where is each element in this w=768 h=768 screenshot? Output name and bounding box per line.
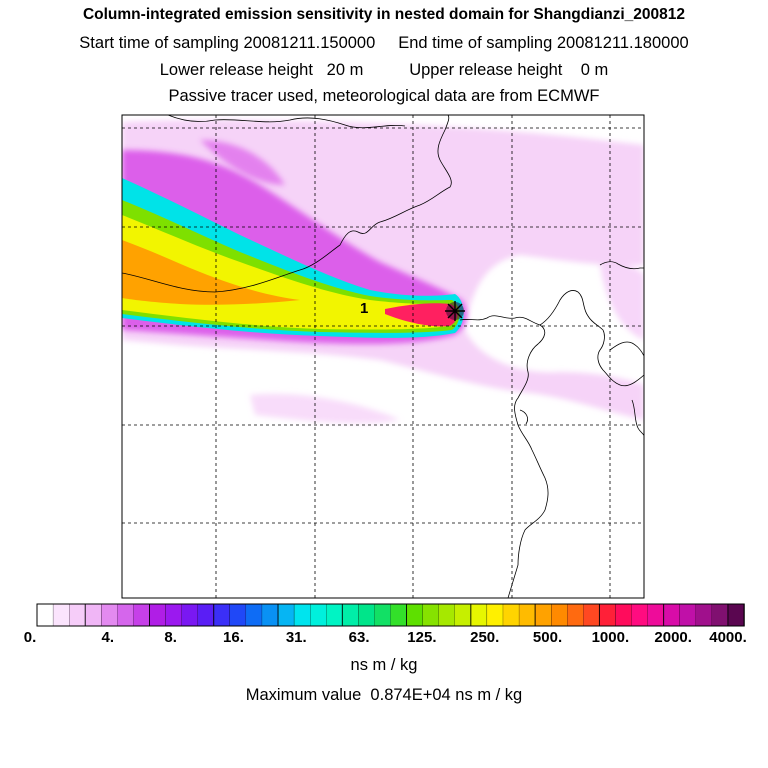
- colorbar-cell: [679, 603, 697, 627]
- colorbar-cell: [341, 603, 360, 627]
- colorbar-cell: [551, 603, 568, 627]
- colorbar-cell: [261, 603, 279, 627]
- coastline: [122, 115, 644, 598]
- colorbar-cell: [727, 603, 745, 627]
- colorbar-tick-label: 63.: [348, 629, 370, 646]
- colorbar-cell: [293, 603, 311, 627]
- station-marker-label: 1: [360, 300, 368, 317]
- colorbar-cell: [454, 603, 472, 627]
- colorbar-tick-label: 250.: [470, 629, 500, 646]
- colorbar-cell: [711, 603, 729, 627]
- colorbar-cell: [84, 603, 103, 627]
- colorbar-cell: [374, 603, 391, 627]
- colorbar-cell: [149, 603, 167, 627]
- colorbar-tick-label: 16.: [223, 629, 244, 646]
- colorbar-tick-label: 125.: [407, 629, 437, 646]
- colorbar-cell: [117, 603, 134, 627]
- colorbar-tick-label: 4000.: [709, 629, 747, 646]
- colorbar-cell: [52, 603, 70, 627]
- colorbar-cell: [133, 603, 150, 627]
- colorbar-cell: [422, 603, 440, 627]
- colorbar-cell: [567, 603, 584, 627]
- colorbar-cell: [326, 603, 343, 627]
- colorbar-cell: [470, 603, 488, 627]
- colorbar-cell: [534, 603, 552, 627]
- colorbar-cell: [310, 603, 327, 627]
- colorbar-cell: [631, 603, 649, 627]
- colorbar-tick-label: 4.: [101, 629, 115, 646]
- colorbar-tick-label: 2000.: [654, 629, 692, 646]
- colorbar-tick-label: 1000.: [591, 629, 630, 646]
- colorbar-cell: [197, 603, 215, 627]
- colorbar-cell: [502, 603, 520, 627]
- colorbar-cell: [36, 603, 54, 627]
- colorbar-tick-label: 31.: [285, 629, 307, 646]
- colorbar-cell: [358, 603, 375, 627]
- lat-lon-grid: [122, 115, 644, 598]
- colorbar-cell: [101, 603, 118, 627]
- maximum-value-line: Maximum value 0.874E+04 ns m / kg: [245, 686, 523, 704]
- colorbar-cell: [486, 603, 504, 627]
- tracer-info-line: Passive tracer used, meteorological data…: [168, 87, 600, 105]
- station-marker-icon: [445, 301, 465, 321]
- colorbar-cell: [213, 603, 231, 627]
- plume-magenta-patch: [200, 140, 285, 185]
- colorbar-cell: [390, 603, 407, 627]
- map-frame: [121, 114, 645, 599]
- colorbar-tick-label: 0.: [23, 629, 37, 646]
- sampling-time-line: Start time of sampling 20081211.150000 E…: [79, 34, 689, 52]
- colorbar-cell: [165, 603, 183, 627]
- colorbar-cell: [406, 603, 424, 627]
- colorbar-cell: [695, 603, 713, 627]
- plume-red-core: [385, 303, 458, 327]
- colorbar-cell: [598, 603, 617, 627]
- colorbar-cell: [615, 603, 632, 627]
- colorbar-cell: [229, 603, 247, 627]
- colorbar-cell: [518, 603, 536, 627]
- plot-title: Column-integrated emission sensitivity i…: [82, 6, 686, 23]
- colorbar-frame: [36, 603, 745, 627]
- colorbar-cell: [69, 603, 86, 627]
- colorbar-cell: [181, 603, 199, 627]
- colorbar-units: ns m / kg: [350, 656, 418, 674]
- colorbar-tick-label: 500.: [532, 629, 563, 646]
- colorbar-cell: [277, 603, 295, 627]
- colorbar-cell: [647, 603, 665, 627]
- colorbar-tick-label: 8.: [164, 629, 177, 646]
- colorbar-cell: [245, 603, 263, 627]
- release-height-line: Lower release height 20 m Upper release …: [159, 61, 609, 79]
- colorbar-cell: [583, 603, 600, 627]
- colorbar-cell: [663, 603, 681, 627]
- plume-orange: [122, 240, 300, 305]
- colorbar-cell: [438, 603, 456, 627]
